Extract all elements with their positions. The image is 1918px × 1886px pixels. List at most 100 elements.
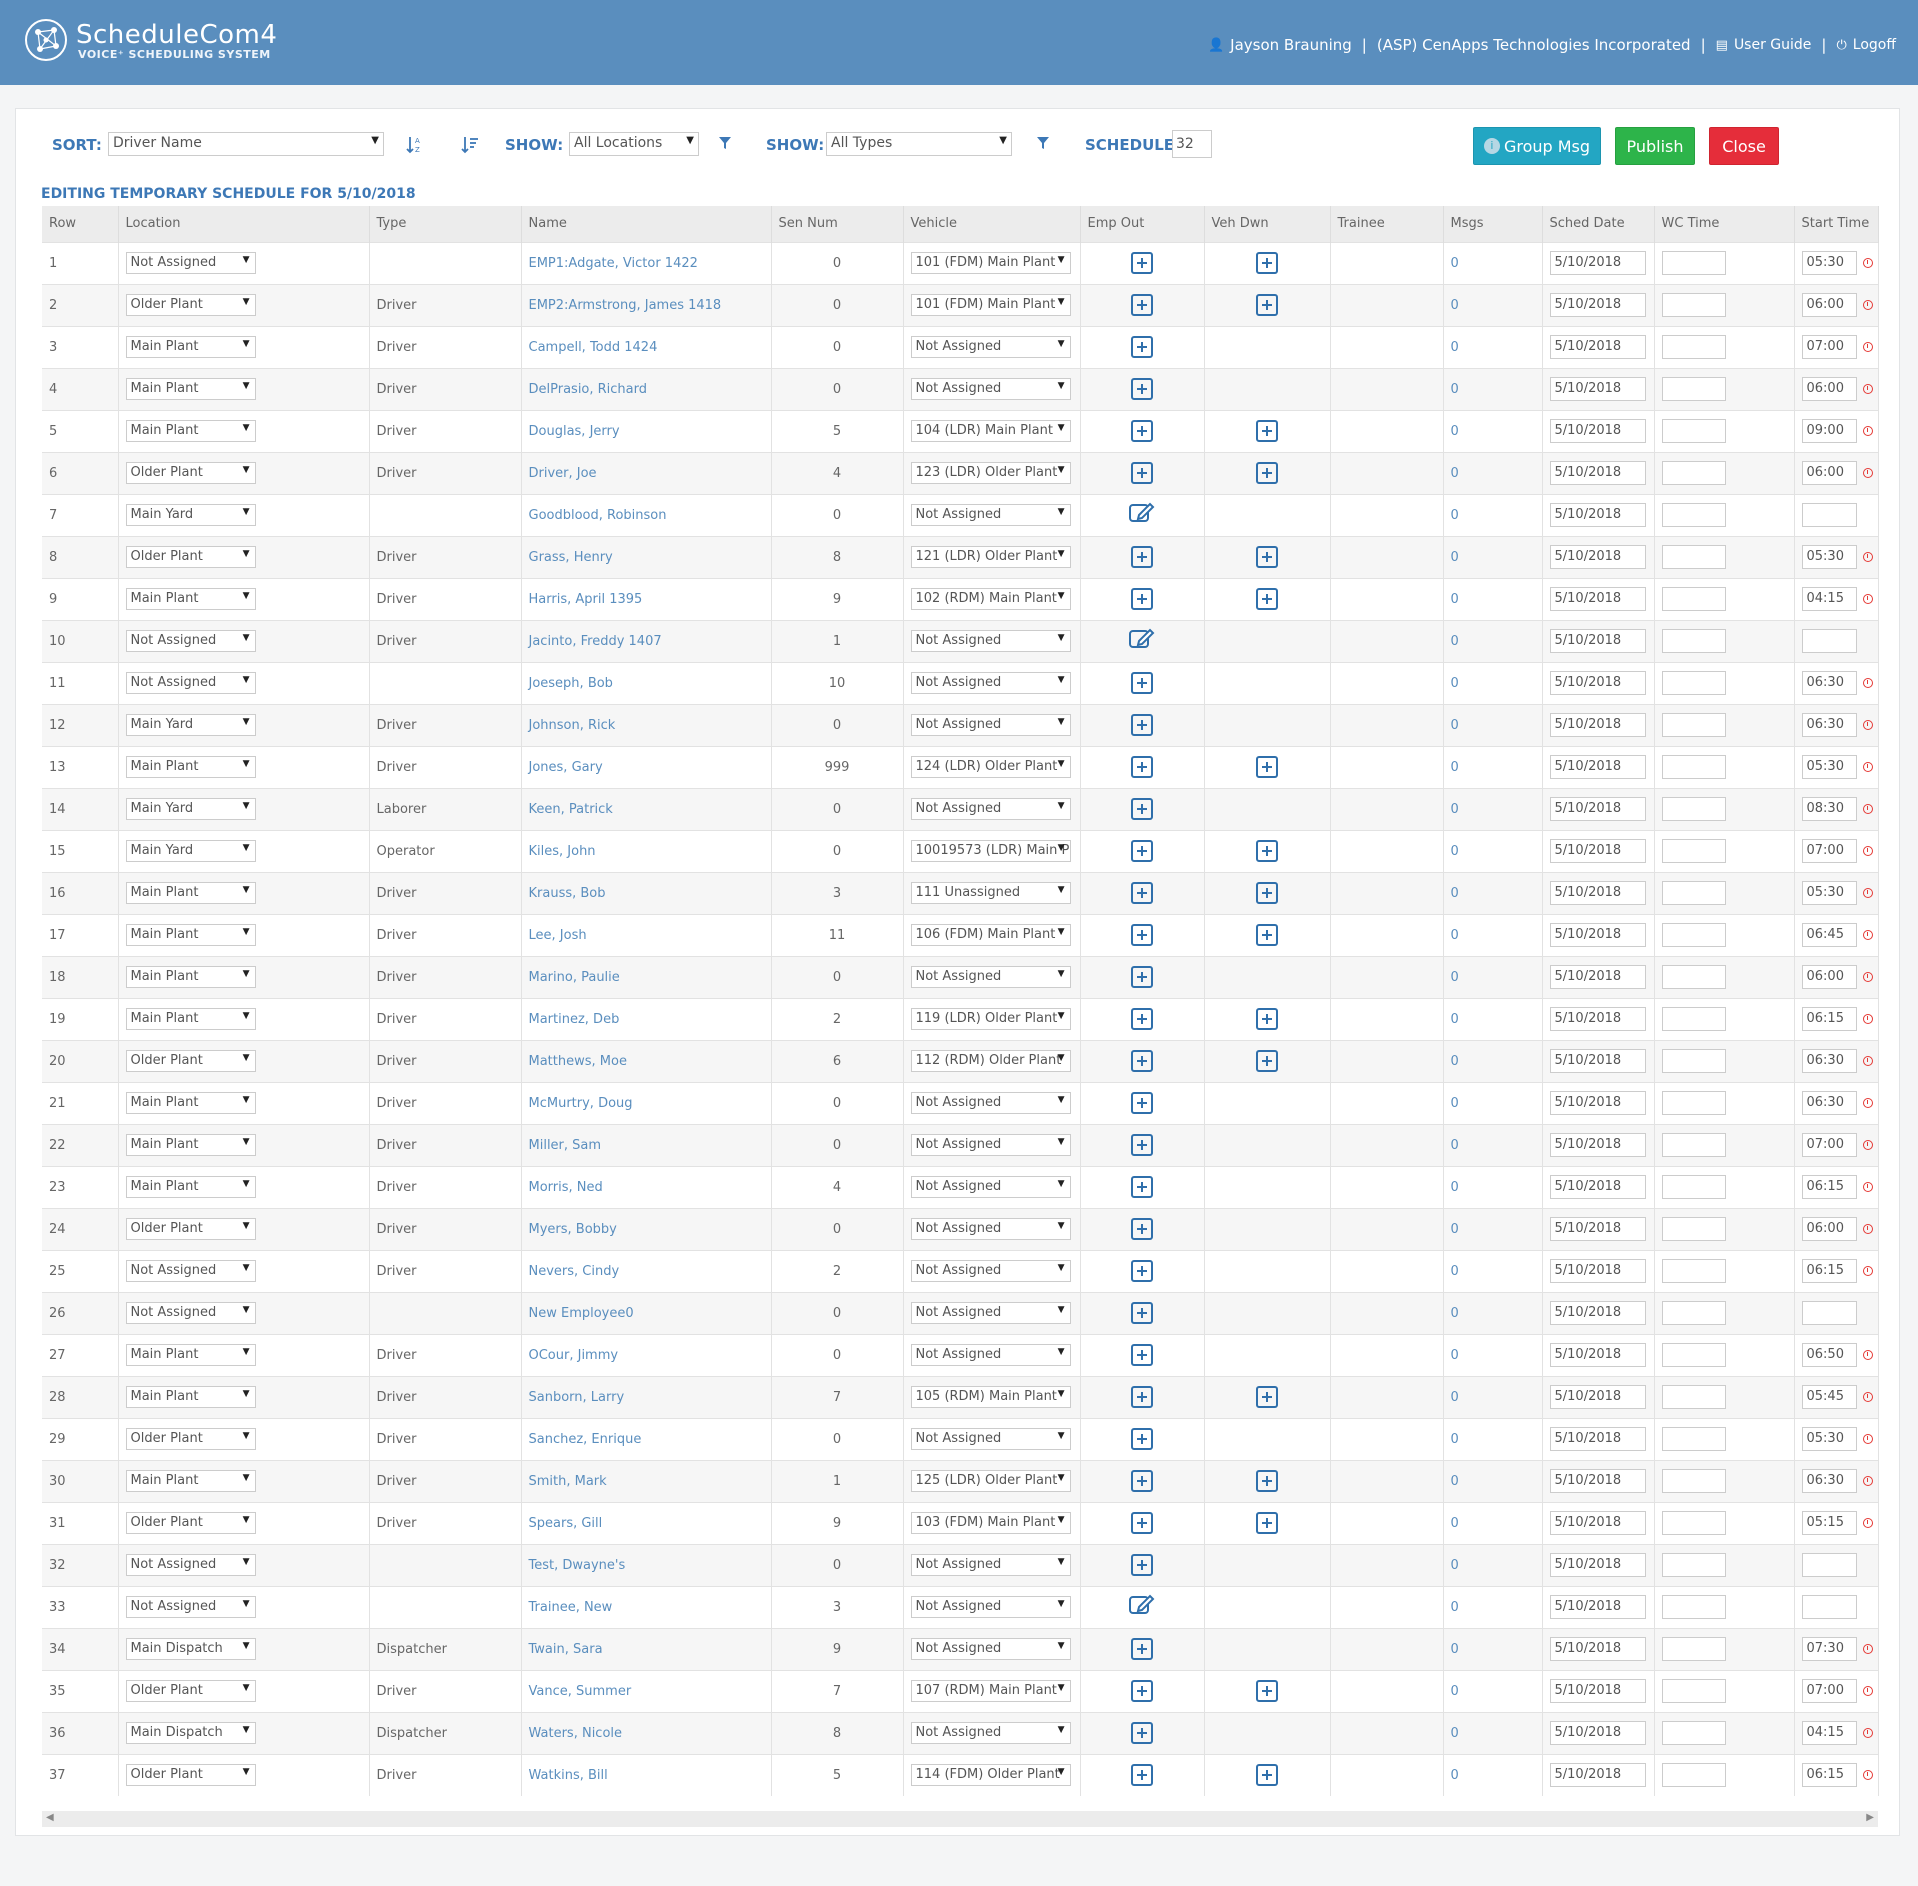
wc-time-input[interactable] xyxy=(1661,1679,1726,1703)
location-select[interactable]: Main Yard ▼ xyxy=(125,840,256,862)
plus-box-icon[interactable] xyxy=(1131,1722,1153,1744)
location-select[interactable]: Not Assigned ▼ xyxy=(125,1260,256,1282)
wc-time-input[interactable] xyxy=(1661,1469,1726,1493)
start-time-input[interactable]: 06:00 xyxy=(1801,377,1857,401)
edit-icon[interactable] xyxy=(1128,627,1156,655)
location-select[interactable]: Older Plant ▼ xyxy=(125,1428,256,1450)
location-select[interactable]: Not Assigned ▼ xyxy=(125,630,256,652)
sched-date-input[interactable]: 5/10/2018 xyxy=(1549,1385,1646,1409)
start-time-input[interactable]: 08:30 xyxy=(1801,797,1857,821)
clock-icon[interactable] xyxy=(1862,468,1873,478)
sched-date-input[interactable]: 5/10/2018 xyxy=(1549,797,1646,821)
vehicle-select[interactable]: 101 (FDM) Main Plant ▼ xyxy=(910,252,1071,274)
plus-box-icon[interactable] xyxy=(1256,420,1278,442)
location-select[interactable]: Older Plant ▼ xyxy=(125,546,256,568)
msgs-count-link[interactable]: 0 xyxy=(1450,297,1459,313)
plus-box-icon[interactable] xyxy=(1131,1512,1153,1534)
employee-name-link[interactable]: Marino, Paulie xyxy=(528,969,620,985)
start-time-input[interactable]: 06:00 xyxy=(1801,1217,1857,1241)
employee-name-link[interactable]: Twain, Sara xyxy=(528,1641,603,1657)
wc-time-input[interactable] xyxy=(1661,1049,1726,1073)
employee-name-link[interactable]: Driver, Joe xyxy=(528,465,597,481)
start-time-input[interactable]: 04:15 xyxy=(1801,1721,1857,1745)
clock-icon[interactable] xyxy=(1862,720,1873,730)
plus-box-icon[interactable] xyxy=(1131,714,1153,736)
sched-date-input[interactable]: 5/10/2018 xyxy=(1549,419,1646,443)
vehicle-select[interactable]: Not Assigned ▼ xyxy=(910,1596,1071,1618)
msgs-count-link[interactable]: 0 xyxy=(1450,1221,1459,1237)
sched-date-input[interactable]: 5/10/2018 xyxy=(1549,755,1646,779)
employee-name-link[interactable]: New Employee0 xyxy=(528,1305,634,1321)
wc-time-input[interactable] xyxy=(1661,1343,1726,1367)
clock-icon[interactable] xyxy=(1862,930,1873,940)
location-select[interactable]: Main Yard ▼ xyxy=(125,504,256,526)
group-msg-button[interactable]: i Group Msg xyxy=(1473,127,1601,165)
sort-amount-icon[interactable] xyxy=(461,135,479,159)
clock-icon[interactable] xyxy=(1862,888,1873,898)
msgs-count-link[interactable]: 0 xyxy=(1450,1011,1459,1027)
location-select[interactable]: Main Plant ▼ xyxy=(125,420,256,442)
location-select[interactable]: Main Plant ▼ xyxy=(125,378,256,400)
sched-date-input[interactable]: 5/10/2018 xyxy=(1549,923,1646,947)
msgs-count-link[interactable]: 0 xyxy=(1450,1767,1459,1783)
sched-date-input[interactable]: 5/10/2018 xyxy=(1549,839,1646,863)
sched-date-input[interactable]: 5/10/2018 xyxy=(1549,713,1646,737)
vehicle-select[interactable]: Not Assigned ▼ xyxy=(910,798,1071,820)
user-guide-link[interactable]: User Guide xyxy=(1733,37,1812,53)
start-time-input[interactable]: 05:30 xyxy=(1801,755,1857,779)
employee-name-link[interactable]: Joeseph, Bob xyxy=(528,675,613,691)
sched-date-input[interactable]: 5/10/2018 xyxy=(1549,587,1646,611)
wc-time-input[interactable] xyxy=(1661,923,1726,947)
vehicle-select[interactable]: Not Assigned ▼ xyxy=(910,1260,1071,1282)
plus-box-icon[interactable] xyxy=(1131,588,1153,610)
sched-date-input[interactable]: 5/10/2018 xyxy=(1549,377,1646,401)
employee-name-link[interactable]: DelPrasio, Richard xyxy=(528,381,648,397)
location-filter-select[interactable]: All Locations ▼ xyxy=(569,132,699,156)
msgs-count-link[interactable]: 0 xyxy=(1450,885,1459,901)
msgs-count-link[interactable]: 0 xyxy=(1450,1599,1459,1615)
vehicle-select[interactable]: Not Assigned ▼ xyxy=(910,1428,1071,1450)
location-select[interactable]: Main Plant ▼ xyxy=(125,1386,256,1408)
vehicle-select[interactable]: Not Assigned ▼ xyxy=(910,378,1071,400)
start-time-input[interactable]: 06:15 xyxy=(1801,1763,1857,1788)
vehicle-select[interactable]: 10019573 (LDR) Main Plant▼ xyxy=(910,840,1071,862)
location-select[interactable]: Older Plant ▼ xyxy=(125,1050,256,1072)
sched-date-input[interactable]: 5/10/2018 xyxy=(1549,251,1646,275)
sched-date-input[interactable]: 5/10/2018 xyxy=(1549,1007,1646,1031)
wc-time-input[interactable] xyxy=(1661,1721,1726,1745)
employee-name-link[interactable]: Trainee, New xyxy=(528,1599,613,1615)
vehicle-select[interactable]: Not Assigned ▼ xyxy=(910,1218,1071,1240)
vehicle-select[interactable]: 123 (LDR) Older Plant ▼ xyxy=(910,462,1071,484)
start-time-input[interactable]: 06:50 xyxy=(1801,1343,1857,1367)
start-time-input[interactable]: 07:00 xyxy=(1801,839,1857,863)
start-time-input[interactable]: 06:15 xyxy=(1801,1259,1857,1283)
start-time-input[interactable]: 09:00 xyxy=(1801,419,1857,443)
plus-box-icon[interactable] xyxy=(1256,1050,1278,1072)
type-filter-select[interactable]: All Types ▼ xyxy=(826,132,1012,156)
plus-box-icon[interactable] xyxy=(1131,462,1153,484)
vehicle-select[interactable]: Not Assigned ▼ xyxy=(910,336,1071,358)
plus-box-icon[interactable] xyxy=(1131,1092,1153,1114)
start-time-input[interactable] xyxy=(1801,1553,1857,1577)
msgs-count-link[interactable]: 0 xyxy=(1450,1473,1459,1489)
clock-icon[interactable] xyxy=(1862,300,1873,310)
msgs-count-link[interactable]: 0 xyxy=(1450,927,1459,943)
clock-icon[interactable] xyxy=(1862,1350,1873,1360)
filter-icon[interactable] xyxy=(1036,135,1050,155)
location-select[interactable]: Main Plant ▼ xyxy=(125,924,256,946)
plus-box-icon[interactable] xyxy=(1256,1470,1278,1492)
employee-name-link[interactable]: Kiles, John xyxy=(528,843,596,859)
employee-name-link[interactable]: Martinez, Deb xyxy=(528,1011,620,1027)
msgs-count-link[interactable]: 0 xyxy=(1450,381,1459,397)
plus-box-icon[interactable] xyxy=(1131,966,1153,988)
column-header[interactable]: Msgs xyxy=(1443,206,1543,242)
column-header[interactable]: Name xyxy=(521,206,772,242)
employee-name-link[interactable]: Spears, Gill xyxy=(528,1515,603,1531)
location-select[interactable]: Main Plant ▼ xyxy=(125,1092,256,1114)
location-select[interactable]: Main Plant ▼ xyxy=(125,336,256,358)
sched-date-input[interactable]: 5/10/2018 xyxy=(1549,1343,1646,1367)
msgs-count-link[interactable]: 0 xyxy=(1450,591,1459,607)
employee-name-link[interactable]: Matthews, Moe xyxy=(528,1053,627,1069)
msgs-count-link[interactable]: 0 xyxy=(1450,465,1459,481)
start-time-input[interactable]: 06:30 xyxy=(1801,1469,1857,1493)
